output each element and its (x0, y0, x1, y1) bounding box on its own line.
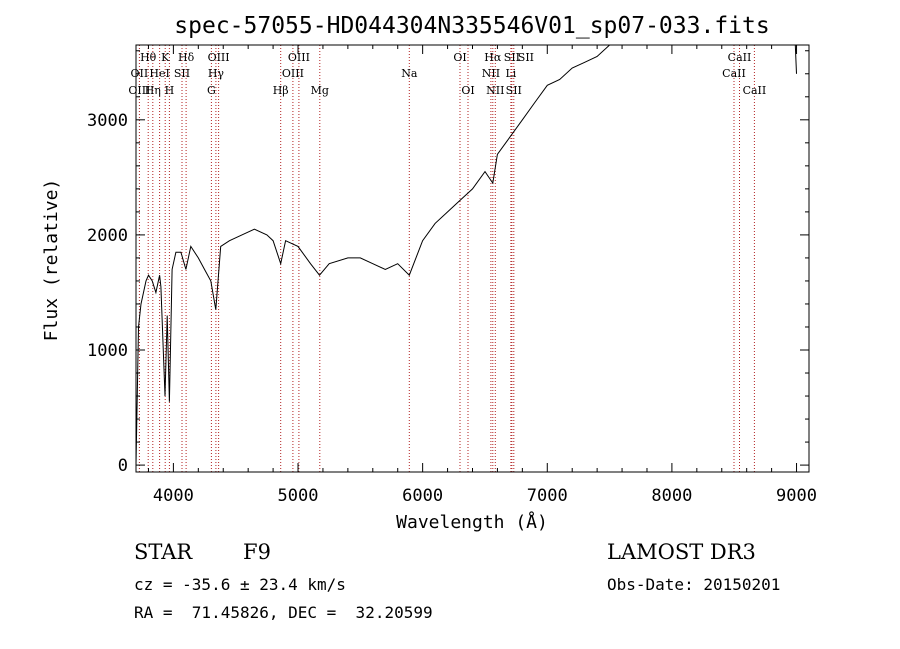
emission-line-label: OIII (288, 51, 310, 64)
x-tick-label: 4000 (153, 486, 194, 506)
emission-line-label: OI (453, 51, 466, 64)
object-type: STAR (134, 540, 193, 564)
x-axis-label: Wavelength (Å) (396, 511, 548, 533)
emission-line-label: Mg (311, 84, 329, 97)
emission-line-label: CaII (743, 84, 767, 97)
emission-line-label: G (207, 84, 216, 97)
chart-title: spec-57055-HD044304N335546V01_sp07-033.f… (174, 13, 769, 39)
emission-line-label: NII (486, 84, 504, 97)
emission-line-label: Hη (145, 84, 161, 97)
observation-date: Obs-Date: 20150201 (607, 575, 781, 594)
spectrum-series-line (135, 44, 797, 466)
emission-line-label: OIII (208, 51, 230, 64)
y-tick-label: 3000 (87, 111, 128, 131)
x-tick-label: 5000 (278, 486, 319, 506)
emission-line-label: Li (505, 67, 516, 80)
emission-line-label: OI (461, 84, 474, 97)
x-tick-label: 8000 (651, 486, 692, 506)
emission-line-label: Na (401, 67, 418, 80)
emission-line-label: HeI (149, 67, 169, 80)
emission-line-label: NII (482, 67, 500, 80)
x-tick-label: 7000 (527, 486, 568, 506)
x-tick-label: 6000 (402, 486, 443, 506)
emission-line-label: Hθ (140, 51, 157, 64)
x-axis-ticks: 4000 5000 6000 7000 8000 9000 (147, 45, 817, 506)
emission-line-label: SII (504, 51, 520, 64)
emission-line-label: SII (518, 51, 534, 64)
emission-line-label: Hβ (273, 84, 289, 97)
coordinates: RA = 71.45826, DEC = 32.20599 (134, 603, 433, 622)
y-tick-label: 2000 (87, 226, 128, 246)
emission-line-label: CaII (722, 67, 746, 80)
emission-line-label: H (165, 84, 175, 97)
y-tick-label: 0 (118, 456, 128, 476)
emission-line-label: OIII (282, 67, 304, 80)
y-tick-label: 1000 (87, 341, 128, 361)
emission-line-label: K (161, 51, 170, 64)
plot-frame (135, 44, 810, 473)
emission-line-label: SII (174, 67, 190, 80)
x-tick-label: 9000 (776, 486, 817, 506)
survey-release: LAMOST DR3 (607, 540, 756, 564)
emission-line-label: Hγ (208, 67, 225, 80)
redshift-velocity: cz = -35.6 ± 23.4 km/s (134, 575, 346, 594)
y-axis-label: Flux (relative) (41, 179, 62, 342)
y-axis-ticks: 0 1000 2000 3000 (87, 50, 809, 476)
emission-line-markers (138, 45, 755, 472)
emission-line-label: Hδ (178, 51, 195, 64)
emission-line-label: Hα (484, 51, 502, 64)
emission-line-label: CaII (728, 51, 752, 64)
emission-line-label: OIII (128, 84, 150, 97)
spectral-subclass: F9 (243, 540, 271, 564)
emission-line-label: SII (506, 84, 522, 97)
